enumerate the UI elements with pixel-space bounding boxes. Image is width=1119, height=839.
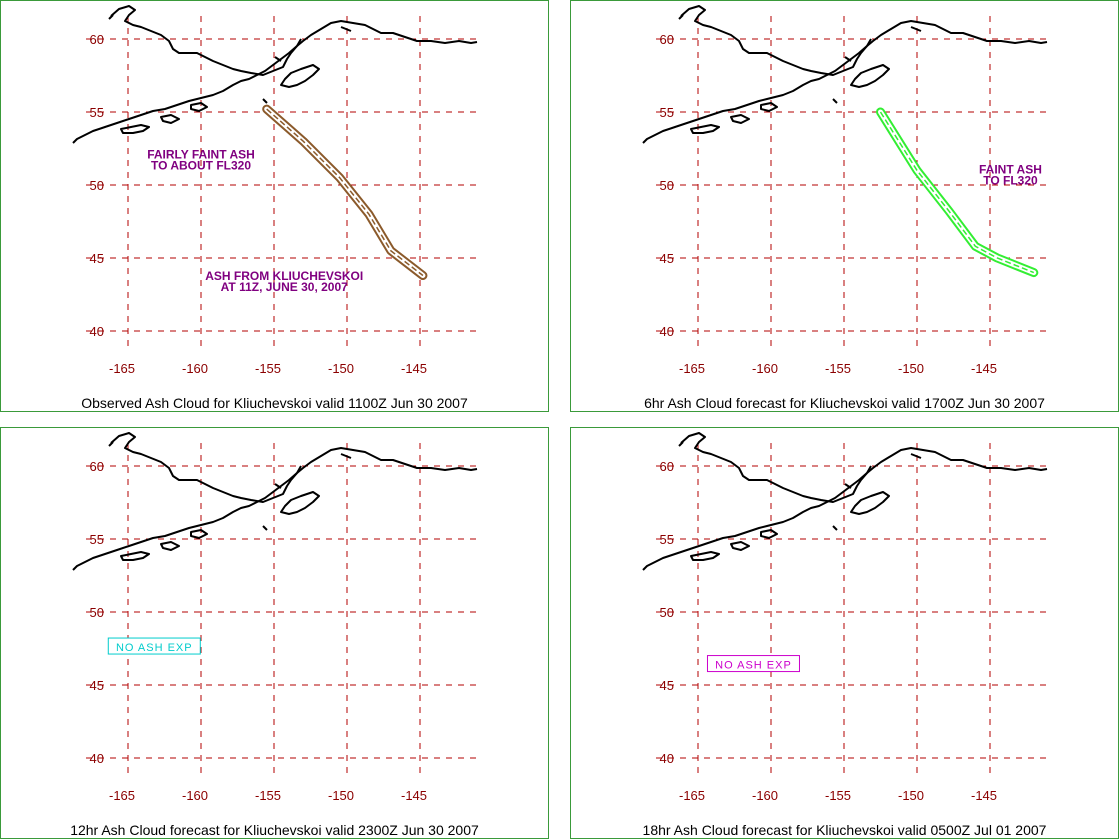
panel-forecast-12hr: 60 55 50 45 40 -165 -160 -155 -150 -145 NO ASH EXP…: [0, 427, 549, 839]
islands-aleutian: [690, 529, 778, 561]
ash-annotation: ASH FROM KLIUCHEVSKOI: [205, 269, 363, 283]
lat-tick-label: 50: [660, 605, 674, 620]
lat-tick-label: 45: [90, 678, 104, 693]
ash-cloud-centerline: [879, 111, 1035, 274]
ash-annotation: AT 11Z, JUNE 30, 2007: [221, 280, 349, 294]
island-kodiak: [850, 64, 890, 88]
island-kodiak: [850, 491, 890, 515]
lat-tick-label: 50: [660, 178, 674, 193]
lat-tick-label: 60: [90, 459, 104, 474]
coastline: [72, 5, 478, 144]
map-forecast-18hr: 60 55 50 45 40 -165 -160 -155 -150 -145 NO ASH EXP: [642, 432, 1051, 803]
lon-tick-label: -155: [825, 361, 851, 376]
coastline-detail: [678, 441, 922, 531]
ash-cloud: [262, 104, 428, 281]
lon-tick-label: -165: [679, 788, 705, 803]
lon-tick-label: -150: [328, 361, 354, 376]
coastline-north: [110, 5, 478, 76]
islands-aleutian: [120, 102, 208, 134]
coastline-detail: [678, 14, 922, 104]
ash-annotation: FAIRLY FAINT ASH: [147, 148, 255, 162]
lon-tick-label: -150: [328, 788, 354, 803]
map-observed: 60 55 50 45 40 -165 -160 -155 -150 -145 FAIRLY FAI…: [72, 5, 481, 376]
map-forecast-6hr: 60 55 50 45 40 -165 -160 -155 -150 -145 FAINT ASHT…: [642, 5, 1051, 376]
panel-forecast-18hr: 60 55 50 45 40 -165 -160 -155 -150 -145 NO ASH EXP…: [570, 427, 1119, 839]
islands-aleutian: [120, 529, 208, 561]
lon-tick-label: -145: [401, 788, 427, 803]
coastline-detail: [108, 14, 352, 104]
lat-tick-label: 40: [90, 324, 104, 339]
island-kodiak: [280, 491, 320, 515]
lon-tick-label: -160: [182, 788, 208, 803]
coastline-north: [680, 432, 1048, 503]
ash-annotation: TO ABOUT FL320: [151, 159, 251, 173]
no-ash-label: NO ASH EXP: [715, 660, 792, 672]
ash-cloud-outline: [262, 104, 428, 281]
lat-tick-label: 60: [660, 459, 674, 474]
lat-tick-label: 55: [90, 105, 104, 120]
lon-tick-label: -145: [401, 361, 427, 376]
grid: [656, 443, 1051, 773]
lon-tick-label: -165: [679, 361, 705, 376]
lat-tick-label: 45: [660, 678, 674, 693]
ash-cloud-outline: [876, 107, 1039, 278]
no-ash-label: NO ASH EXP: [116, 642, 193, 654]
lat-tick-label: 50: [90, 178, 104, 193]
lat-tick-label: 45: [660, 251, 674, 266]
lon-tick-label: -150: [898, 361, 924, 376]
no-ash-box: [107, 637, 201, 655]
lat-tick-label: 40: [90, 751, 104, 766]
coastline-detail: [108, 441, 352, 531]
lat-tick-label: 60: [660, 32, 674, 47]
panel-caption: 6hr Ash Cloud forecast for Kliuchevskoi …: [644, 395, 1045, 411]
coastline-peninsula: [642, 38, 872, 144]
lat-tick-label: 55: [90, 532, 104, 547]
lat-tick-label: 40: [660, 751, 674, 766]
ash-annotation: TO FL320: [983, 173, 1038, 187]
lon-tick-label: -155: [255, 788, 281, 803]
islands-aleutian: [690, 102, 778, 134]
lat-tick-label: 55: [660, 105, 674, 120]
lon-tick-label: -160: [752, 361, 778, 376]
no-ash-box: [706, 655, 800, 673]
island-kodiak: [280, 64, 320, 88]
ash-cloud-inner: [878, 109, 1037, 276]
lon-tick-label: -145: [971, 361, 997, 376]
coastline-peninsula: [72, 38, 302, 144]
coastline-peninsula: [72, 465, 302, 571]
coastline: [72, 432, 478, 571]
panel-forecast-6hr: 60 55 50 45 40 -165 -160 -155 -150 -145 FAINT ASH T…: [570, 0, 1119, 412]
lon-tick-label: -160: [752, 788, 778, 803]
ash-cloud-centerline: [266, 108, 424, 277]
panel-caption: Observed Ash Cloud for Kliuchevskoi vali…: [81, 395, 468, 411]
lat-tick-label: 55: [660, 532, 674, 547]
lon-tick-label: -155: [255, 361, 281, 376]
panel-caption: 12hr Ash Cloud forecast for Kliuchevskoi…: [70, 822, 479, 838]
lat-tick-label: 50: [90, 605, 104, 620]
coastline-peninsula: [642, 465, 872, 571]
map-forecast-12hr: 60 55 50 45 40 -165 -160 -155 -150 -145 NO ASH EXP: [72, 432, 481, 803]
coastline-north: [110, 432, 478, 503]
lat-tick-label: 45: [90, 251, 104, 266]
lon-tick-label: -160: [182, 361, 208, 376]
coastline: [642, 5, 1048, 144]
grid: [656, 16, 1051, 346]
coastline-north: [680, 5, 1048, 76]
lon-tick-label: -155: [825, 788, 851, 803]
lon-tick-label: -145: [971, 788, 997, 803]
lon-tick-label: -165: [109, 788, 135, 803]
coastline: [642, 432, 1048, 571]
panel-caption: 18hr Ash Cloud forecast for Kliuchevskoi…: [642, 822, 1047, 838]
lat-tick-label: 40: [660, 324, 674, 339]
panel-observed: 60 55 50 45 40 -165 -160 -155 -150 -145 FAIRLY FAI…: [0, 0, 549, 412]
ash-cloud: [876, 107, 1039, 278]
lat-tick-label: 60: [90, 32, 104, 47]
lon-tick-label: -150: [898, 788, 924, 803]
lon-tick-label: -165: [109, 361, 135, 376]
ash-annotation: FAINT ASH: [979, 162, 1042, 176]
